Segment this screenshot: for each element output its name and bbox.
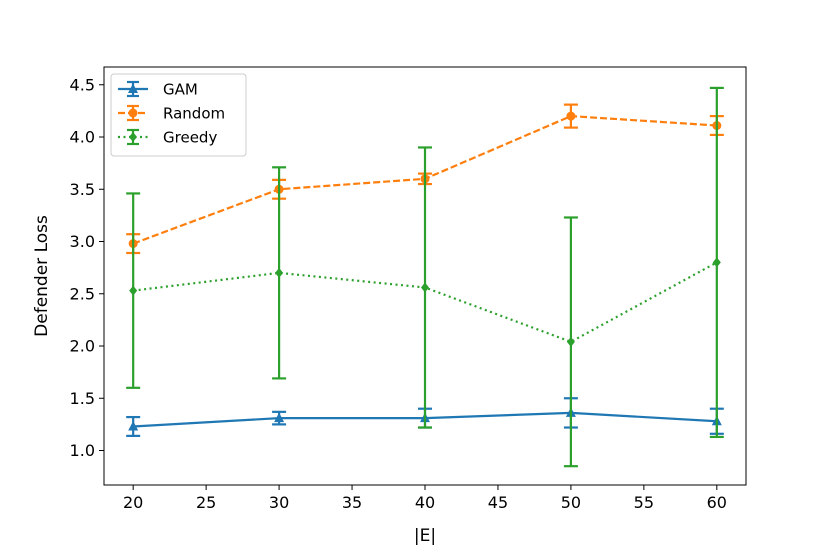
y-tick-label: 1.0 (70, 441, 95, 460)
legend-entry-random: Random (118, 105, 225, 123)
y-tick-label: 2.0 (70, 337, 95, 356)
data-point (421, 282, 429, 293)
series-greedy (126, 86, 724, 468)
data-point (712, 257, 721, 268)
legend-marker (128, 83, 138, 93)
y-tick-label: 4.5 (70, 75, 95, 94)
legend-marker (129, 132, 137, 142)
x-tick-label: 25 (196, 493, 216, 512)
legend-marker (128, 108, 138, 118)
x-tick-label: 45 (488, 493, 508, 512)
x-tick-label: 55 (634, 493, 654, 512)
y-tick-label: 1.5 (70, 389, 95, 408)
data-point (275, 267, 284, 278)
y-tick-label: 2.5 (70, 284, 95, 303)
legend: GAM Random Greedy (110, 73, 247, 157)
y-tick-label: 4.0 (70, 128, 95, 147)
ticks-layer: 20 25 30 35 40 45 50 55 60 1.0 1.5 2.0 2.5 3.0 3.5 4.0 4… (70, 75, 727, 512)
x-tick-label: 50 (561, 493, 581, 512)
data-point (566, 111, 576, 121)
y-axis-label: Defender Loss (32, 215, 52, 337)
legend-entry-greedy: Greedy (118, 129, 217, 147)
data-point (129, 285, 138, 296)
y-tick-label: 3.0 (70, 232, 95, 251)
x-tick-label: 35 (342, 493, 362, 512)
legend-label: GAM (163, 81, 198, 99)
data-point (566, 336, 575, 347)
y-tick-label: 3.5 (70, 180, 95, 199)
x-tick-label: 20 (123, 493, 143, 512)
data-point (274, 412, 285, 423)
x-tick-label: 60 (707, 493, 727, 512)
x-tick-label: 30 (269, 493, 289, 512)
legend-frame (110, 73, 247, 157)
legend-label: Random (163, 105, 225, 123)
legend-entry-gam: GAM (118, 81, 198, 99)
x-tick-label: 40 (415, 493, 435, 512)
x-axis-label: |E| (414, 526, 436, 546)
data-point (128, 420, 139, 431)
legend-label: Greedy (163, 129, 217, 147)
data-layer (126, 86, 724, 468)
